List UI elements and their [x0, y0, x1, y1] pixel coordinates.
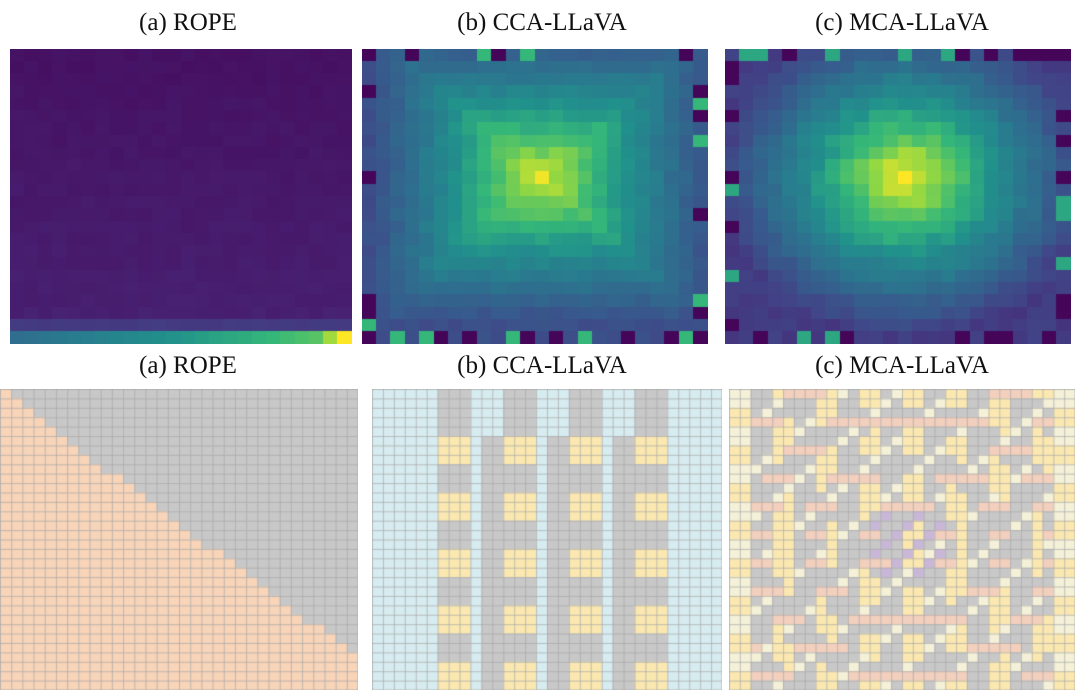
heatmap-cca-llava: [362, 49, 708, 344]
heatmap-rope: [10, 49, 352, 344]
heatmap-mca-llava: [725, 49, 1071, 344]
title-bottom-mca: (c) MCA-LLaVA: [815, 352, 989, 379]
title-bottom-cca: (b) CCA-LLaVA: [457, 352, 627, 379]
title-top-mca: (c) MCA-LLaVA: [815, 9, 989, 36]
mask-rope: [0, 389, 358, 690]
mask-cca-llava: [372, 389, 722, 690]
title-top-rope: (a) ROPE: [139, 9, 237, 36]
title-top-cca: (b) CCA-LLaVA: [457, 9, 627, 36]
title-bottom-rope: (a) ROPE: [139, 352, 237, 379]
mask-mca-llava: [729, 389, 1075, 690]
